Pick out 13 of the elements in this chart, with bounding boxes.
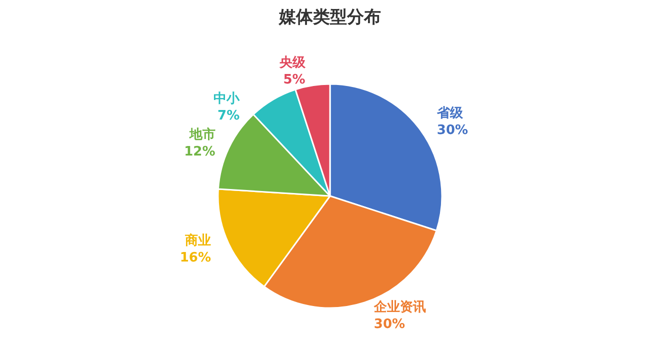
data-label: 5% <box>283 72 306 88</box>
data-label: 7% <box>218 108 240 124</box>
data-label: 30% <box>374 316 406 332</box>
data-label: 30% <box>436 122 468 138</box>
data-label: 16% <box>180 250 211 266</box>
slice-label: 企业资讯 <box>372 300 426 315</box>
slice-label: 省级 <box>436 106 464 121</box>
slice-label: 央级 <box>278 56 306 71</box>
slice-label: 地市 <box>188 126 216 143</box>
data-label: 12% <box>184 144 216 160</box>
slice-label: 中小 <box>214 92 241 107</box>
chart-title: 媒体类型分布 <box>278 8 381 28</box>
slice-label: 商业 <box>184 232 211 249</box>
